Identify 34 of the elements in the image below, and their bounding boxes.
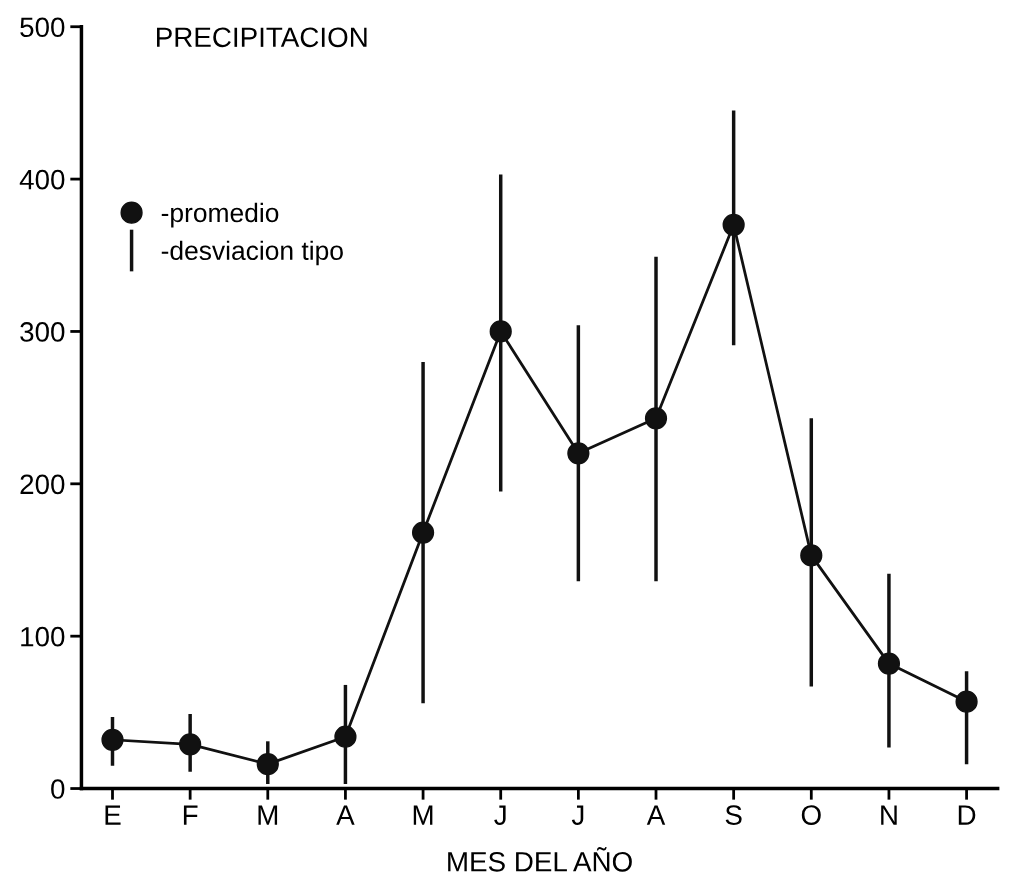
x-axis-title: MES DEL AÑO [448,846,632,872]
point [644,407,668,430]
y-tick-label: 400 [19,169,65,190]
point [179,733,202,756]
y-tick-label: 0 [51,779,65,799]
point [411,521,435,544]
point [567,442,590,465]
y-tick-label: 500 [20,17,65,38]
point [722,213,745,236]
y-tick-label: 200 [20,474,65,495]
x-tick-label: F [183,805,198,825]
x-tick-label: O [801,805,821,825]
point [955,690,978,713]
chart-title: PRECIPITACION [157,27,367,48]
point [800,544,823,567]
legend-label: -promedio [161,202,279,228]
x-tick-label: M [413,805,433,825]
point [256,753,279,776]
x-tick-label: J [571,805,584,825]
x-tick-label: E [105,805,121,825]
point [877,652,901,675]
x-tick-label: D [958,805,976,825]
point [334,725,357,748]
y-tick-label: 300 [20,322,65,342]
point [489,320,512,343]
x-tick-label: J [494,805,506,825]
x-tick-label: N [881,805,897,825]
x-tick-label: A [336,805,355,825]
x-tick-label: S [725,805,742,825]
x-tick-label: M [258,805,278,825]
annotation: -desviacion tipo [161,240,343,266]
y-tick-label: 100 [21,626,65,647]
x-tick-label: A [646,805,666,825]
point [101,728,124,751]
